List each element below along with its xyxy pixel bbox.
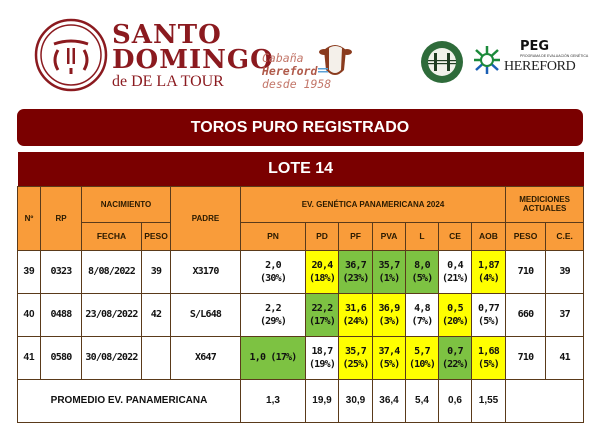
col-mediciones: MEDICIONES ACTUALES [504, 185, 585, 223]
brand-line-2: DOMINGO [112, 45, 274, 75]
cell-med-ce: 37 [544, 292, 585, 337]
asociacion-hereford-seal-icon [421, 41, 463, 83]
cell-pn: 2,2 (29%) [240, 292, 306, 337]
avg-pn: 1,3 [240, 378, 306, 423]
table-row: 39 0323 8/08/2022 39 X3170 2,0 (30%) 20,4… [17, 249, 585, 294]
avg-aob: 1,55 [471, 378, 506, 423]
cell-pva: 37,4 (5%) [372, 335, 406, 380]
header: SANTO DOMINGO de DE LA TOUR Cabaña Heref… [0, 0, 600, 100]
cell-fecha: 8/08/2022 [81, 249, 142, 294]
cell-padre: X3170 [170, 249, 241, 294]
cell-l: 5,7 (10%) [405, 335, 439, 380]
peg-hereford-name: HEREFORD [504, 59, 576, 74]
cell-num: 41 [17, 335, 41, 380]
section-banner: TOROS PURO REGISTRADO [17, 109, 583, 146]
cell-ce: 0,7 (22%) [438, 335, 472, 380]
hereford-cow-head-icon [318, 45, 352, 75]
cell-aob: 1,87 (4%) [471, 249, 506, 294]
cell-rp: 0323 [40, 249, 82, 294]
cell-pn: 1,0 (17%) [240, 335, 306, 380]
cell-ce: 0,5 (20%) [438, 292, 472, 337]
col-ce: CE [438, 221, 472, 251]
cell-padre: X647 [170, 335, 241, 380]
lote-title: LOTE 14 [17, 152, 584, 186]
cell-med-peso: 710 [505, 335, 546, 380]
table-row: 40 0488 23/08/2022 42 S/L648 2,2 (29%) 22… [17, 292, 585, 337]
cell-pva: 36,9 (3%) [372, 292, 406, 337]
cell-num: 40 [17, 292, 41, 337]
peg-sun-icon [474, 46, 500, 74]
cell-pd: 18,7 (19%) [305, 335, 339, 380]
col-peso-nac: PESO [141, 221, 171, 251]
avg-empty [504, 378, 585, 423]
cell-med-peso: 710 [505, 249, 546, 294]
cell-fecha: 23/08/2022 [81, 292, 142, 337]
avg-ce: 0,6 [438, 378, 472, 423]
col-fecha: FECHA [81, 221, 142, 251]
tagline-line-3: desde 1958 [262, 77, 332, 91]
cell-med-peso: 660 [505, 292, 546, 337]
cell-l: 8,0 (5%) [405, 249, 439, 294]
cell-pva: 35,7 (1%) [372, 249, 406, 294]
avg-l: 5,4 [405, 378, 439, 423]
cell-rp: 0580 [40, 335, 82, 380]
peg-title: PEG [520, 39, 550, 54]
peg-subtitle: PROGRAMA DE EVALUACIÓN GENÉTICA [520, 54, 589, 58]
cell-pd: 22,2 (17%) [305, 292, 339, 337]
cell-num: 39 [17, 249, 41, 294]
cell-pf: 31,6 (24%) [338, 292, 373, 337]
col-rp: RP [40, 185, 82, 251]
avg-pf: 30,9 [338, 378, 373, 423]
cell-ce: 0,4 (21%) [438, 249, 472, 294]
col-padre: PADRE [170, 185, 241, 251]
average-row: PROMEDIO EV. PANAMERICANA 1,3 19,9 30,9 … [17, 378, 585, 423]
avg-pva: 36,4 [372, 378, 406, 423]
cell-pf: 36,7 (23%) [338, 249, 373, 294]
peg-hereford-logo: PEG PROGRAMA DE EVALUACIÓN GENÉTICA HERE… [504, 39, 589, 75]
col-l: L [405, 221, 439, 251]
cell-pn: 2,0 (30%) [240, 249, 306, 294]
col-pf: PF [338, 221, 373, 251]
cell-pf: 35,7 (25%) [338, 335, 373, 380]
santo-domingo-seal-icon [34, 18, 108, 92]
brand-line-1: SANTO [112, 20, 222, 50]
cell-pd: 20,4 (18%) [305, 249, 339, 294]
col-aob: AOB [471, 221, 506, 251]
lote-table: LOTE 14 Nº RP NACIMIENTO PADRE EV. GENÉT… [17, 152, 585, 423]
average-label: PROMEDIO EV. PANAMERICANA [17, 378, 241, 423]
col-nacimiento: NACIMIENTO [81, 185, 171, 223]
tagline-line-1: Cabaña [262, 51, 304, 65]
cell-peso [141, 335, 171, 380]
table-row: 41 0580 30/08/2022 X647 1,0 (17%) 18,7 (1… [17, 335, 585, 380]
cell-aob: 1,68 (5%) [471, 335, 506, 380]
cabana-tagline: Cabaña Hereford desde 1958 [262, 52, 331, 91]
col-med-ce: C.E. [544, 221, 585, 251]
avg-pd: 19,9 [305, 378, 339, 423]
col-pn: PN [240, 221, 306, 251]
tagline-line-2: Hereford [262, 64, 318, 78]
col-med-peso: PESO [505, 221, 546, 251]
cell-peso: 39 [141, 249, 171, 294]
cell-peso: 42 [141, 292, 171, 337]
col-pva: PVA [372, 221, 406, 251]
cell-fecha: 30/08/2022 [81, 335, 142, 380]
cell-aob: 0,77 (5%) [471, 292, 506, 337]
cell-padre: S/L648 [170, 292, 241, 337]
brand-line-3: de DE LA TOUR [112, 73, 224, 90]
cell-med-ce: 39 [544, 249, 585, 294]
brand-name: SANTO DOMINGO de DE LA TOUR [112, 22, 274, 92]
cell-l: 4,8 (7%) [405, 292, 439, 337]
cell-med-ce: 41 [544, 335, 585, 380]
col-num: Nº [17, 185, 41, 251]
cell-rp: 0488 [40, 292, 82, 337]
col-pd: PD [305, 221, 339, 251]
col-ev-genetica: EV. GENÉTICA PANAMERICANA 2024 [240, 185, 506, 223]
